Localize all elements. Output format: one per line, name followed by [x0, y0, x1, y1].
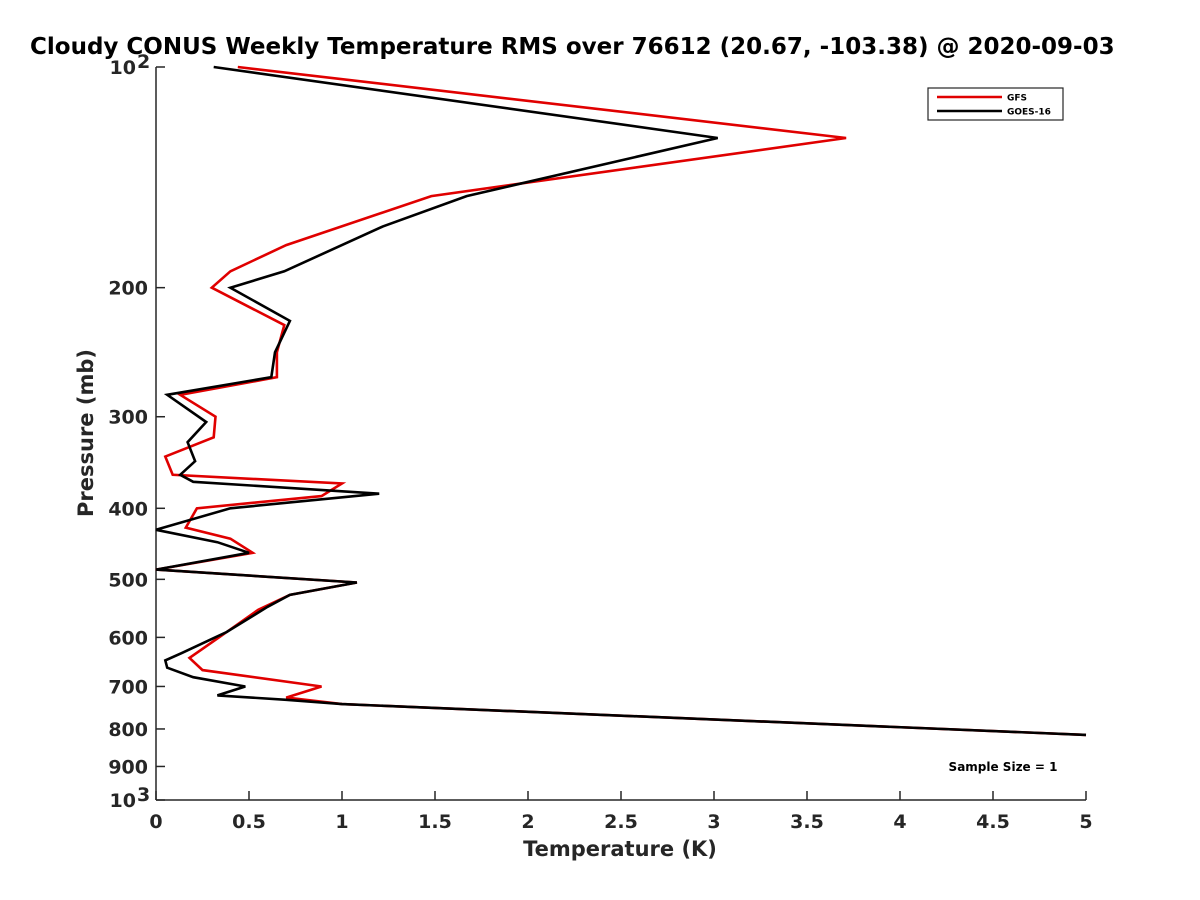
x-tick-label: 2 — [521, 811, 534, 833]
x-tick-label: 1 — [335, 811, 348, 833]
sample-size-annotation: Sample Size = 1 — [949, 760, 1058, 774]
legend-box — [927, 87, 1064, 121]
legend: GFS GOES-16 — [927, 87, 1064, 121]
y-tick-label: 500 — [108, 569, 148, 591]
x-axis-label: Temperature (K) — [523, 837, 717, 861]
x-tick-label: 0.5 — [232, 811, 266, 833]
y-tick-label: 900 — [108, 756, 148, 778]
y-tick-label: 600 — [108, 627, 148, 649]
y-tick-label: 200 — [108, 278, 148, 300]
y-axis-label: Pressure (mb) — [74, 349, 98, 517]
x-tick-label: 3 — [707, 811, 720, 833]
y-tick-label: 800 — [108, 719, 148, 741]
axes — [155, 66, 1087, 801]
y-tick-label: 10 — [110, 57, 136, 79]
x-tick-label: 2.5 — [604, 811, 638, 833]
legend-label: GFS — [1007, 94, 1027, 104]
y-tick-exponent: 2 — [137, 51, 150, 73]
series-line-goes-16 — [155, 65, 1087, 737]
chart-title: Cloudy CONUS Weekly Temperature RMS over… — [30, 34, 1115, 60]
y-tick-label: 300 — [108, 407, 148, 429]
x-tick-label: 1.5 — [418, 811, 452, 833]
series-lines — [155, 65, 1087, 737]
x-tick-label: 0 — [149, 811, 162, 833]
x-tick-label: 4.5 — [976, 811, 1010, 833]
y-tick-label: 10 — [110, 790, 136, 812]
y-tick-exponent: 3 — [137, 784, 150, 806]
series-line-gfs — [155, 65, 1087, 737]
legend-label: GOES-16 — [1007, 108, 1051, 118]
y-tick-label: 700 — [108, 676, 148, 698]
tick-labels: 0 0.5 1 1.5 2 2.5 3 3.5 4 4.5 510 22003004005006007… — [108, 51, 1092, 833]
x-tick-label: 5 — [1079, 811, 1092, 833]
y-tick-label: 400 — [108, 498, 148, 520]
x-tick-label: 3.5 — [790, 811, 824, 833]
x-tick-label: 4 — [893, 811, 906, 833]
